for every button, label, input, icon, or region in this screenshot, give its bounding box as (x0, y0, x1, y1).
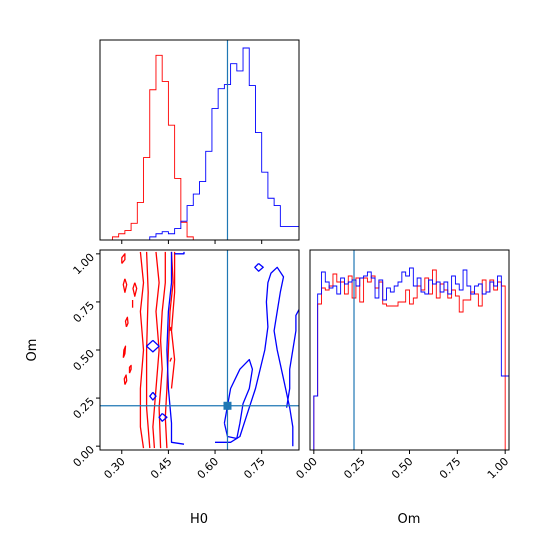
contour-red-14 (169, 326, 172, 331)
contour-red-2 (152, 251, 160, 449)
contour-blue-2 (145, 339, 160, 353)
panel-om-hist: 0.00 0.25 0.50 0.75 1.00 (293, 249, 511, 481)
om-histogram-blue (313, 267, 509, 450)
panel-2d: 0.30 0.45 0.60 0.75 0.00 0.25 0.50 0.75 1.00 (71, 249, 300, 482)
contour-red-10 (123, 374, 128, 385)
contour-blue-1 (174, 251, 185, 255)
x-tick-label-h0: 0.75 (241, 455, 268, 482)
contour-red-5 (170, 251, 176, 389)
x-tick-label-om: 0.00 (293, 455, 320, 482)
om-hist-red-steps (313, 269, 509, 451)
x-tick-label-h0: 0.30 (101, 455, 128, 482)
y-tick-label-om: 0.25 (71, 395, 98, 422)
contour-blue-6 (223, 358, 254, 440)
x-tick-label-om: 0.25 (341, 455, 368, 482)
contour-red-8 (122, 278, 128, 293)
contour-blue-4 (158, 412, 168, 422)
contour-red-7 (122, 345, 127, 358)
y-tick-label-om: 1.00 (71, 251, 98, 278)
panel-h0-hist (99, 39, 300, 244)
y-axis-label-om: Om (25, 339, 40, 362)
x-tick-label-om: 0.50 (389, 455, 416, 482)
h0-hist-red-steps (100, 54, 299, 241)
h0-histogram-blue (100, 47, 299, 241)
truth-marker (223, 401, 232, 410)
contour-red-3 (158, 251, 166, 449)
contour-blue-3 (149, 391, 157, 401)
contour-red-4 (164, 251, 174, 449)
h0-hist-frame (99, 39, 300, 241)
om-hist-ticks: 0.00 0.25 0.50 0.75 1.00 (293, 450, 511, 481)
h0-hist-ticks (121, 240, 263, 244)
om-hist-blue-steps (313, 267, 509, 450)
contour-blue-7 (254, 262, 264, 272)
x-axis-label-om: Om (398, 512, 421, 527)
x-tick-label-h0: 0.60 (195, 455, 222, 482)
contour-red-12 (132, 282, 138, 297)
contour-red-0 (139, 251, 145, 449)
contours-blue (145, 251, 300, 447)
contour-blue-5 (215, 266, 294, 447)
x-tick-label-h0: 0.45 (148, 455, 175, 482)
contours-red (121, 251, 176, 449)
contour-red-6 (121, 253, 126, 264)
contour-red-15 (169, 357, 173, 362)
om-histogram-red (313, 269, 509, 451)
x-axis-label-h0: H0 (190, 512, 208, 527)
contour-blue-0 (166, 251, 185, 445)
y-tick-label-om: 0.50 (71, 347, 98, 374)
om-hist-frame (309, 249, 510, 451)
x-tick-label-om: 0.75 (437, 455, 464, 482)
contour-blue-8 (285, 309, 300, 408)
x-tick-label-om: 1.00 (485, 455, 512, 482)
h0-histogram-red (100, 54, 299, 241)
h0-hist-blue-steps (100, 47, 299, 241)
contour-red-11 (128, 364, 132, 374)
contour-red-9 (124, 316, 129, 328)
y-tick-label-om: 0.00 (71, 443, 98, 470)
contour-red-1 (145, 251, 151, 449)
y-tick-label-om: 0.75 (71, 299, 98, 326)
